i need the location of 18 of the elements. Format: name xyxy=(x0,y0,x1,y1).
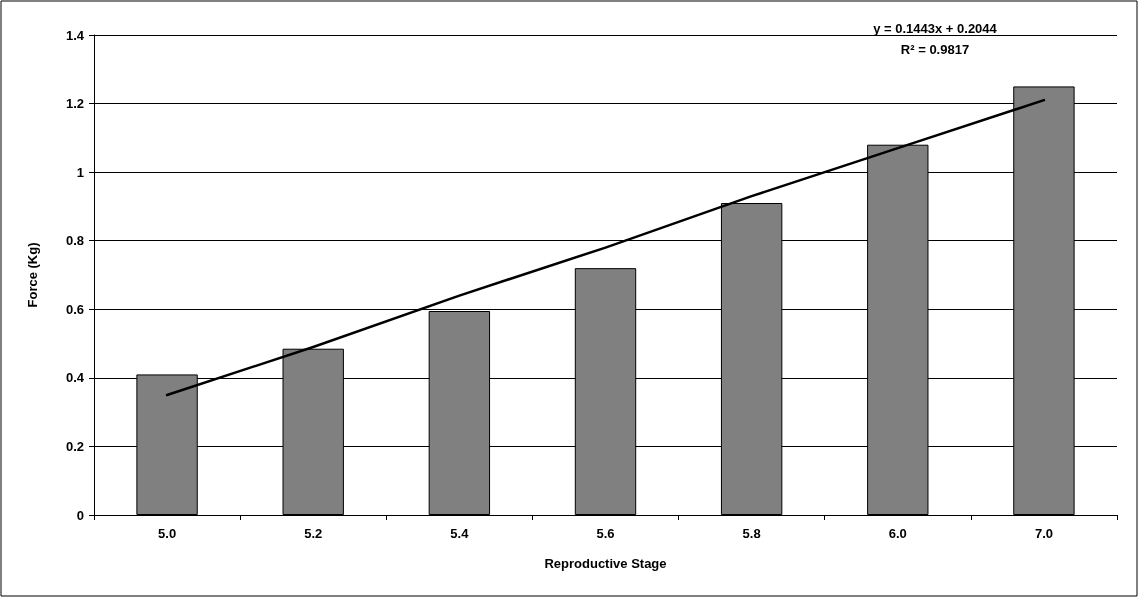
x-tick-label: 5.4 xyxy=(450,526,470,541)
y-tick-label: 0 xyxy=(76,507,84,523)
annotation: R² = 0.9817 xyxy=(900,42,970,57)
y-tick-label: 0.4 xyxy=(65,370,85,386)
y-tick-label: 0.6 xyxy=(65,301,84,317)
x-tick-label: 7.0 xyxy=(1034,526,1053,541)
x-tick-label: 5.8 xyxy=(742,526,761,541)
y-tick-label: 1.2 xyxy=(65,96,84,112)
y-tick-label: 1.4 xyxy=(65,27,85,43)
x-tick-label: 5.0 xyxy=(158,526,177,541)
x-tick-label: 5.2 xyxy=(304,526,323,541)
y-tick-label: 0.2 xyxy=(65,438,84,454)
y-tick-label: 0.8 xyxy=(65,233,84,249)
y-tick-label: 1 xyxy=(76,164,84,180)
x-tick-label: 5.6 xyxy=(596,526,615,541)
y-axis-title: Force (Kg) xyxy=(25,242,40,308)
x-axis-title: Reproductive Stage xyxy=(544,556,667,571)
x-tick-label: 6.0 xyxy=(888,526,907,541)
